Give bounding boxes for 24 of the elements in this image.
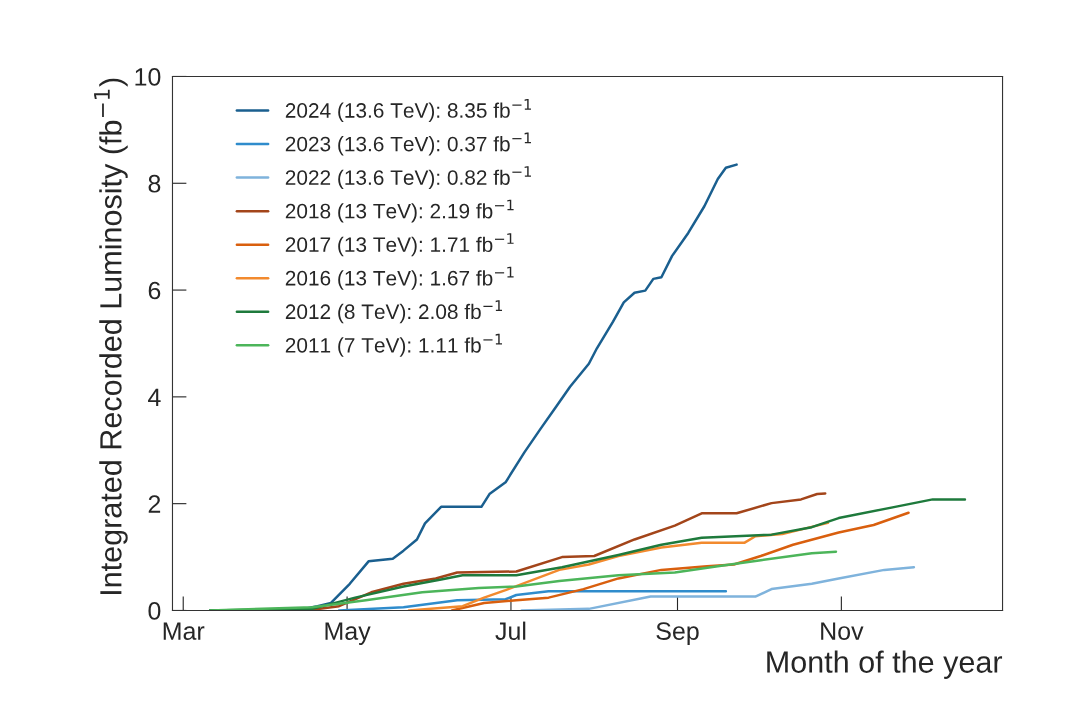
legend-label: 2018 (13 TeV): 2.19 fb$^{−1}$: [285, 199, 514, 223]
y-tick-label: 10: [135, 68, 161, 86]
legend-label: 2016 (13 TeV): 1.67 fb$^{−1}$: [285, 266, 514, 290]
y-tick-label: 4: [148, 388, 161, 406]
legend-label: 2024 (13.6 TeV): 8.35 fb$^{−1}$: [285, 99, 531, 122]
legend-label: 2023 (13.6 TeV): 0.37 fb$^{−1}$: [285, 132, 531, 156]
line-series: [208, 550, 838, 611]
y-tick-label: 8: [148, 174, 161, 193]
y-axis-title: Integrated Recorded Luminosity (fb$^{−1}$): [94, 78, 128, 595]
x-tick-label: Sep: [656, 622, 699, 645]
line-series: [520, 565, 916, 611]
x-tick-label: Mar: [163, 622, 205, 640]
y-tick-label: 6: [148, 281, 161, 300]
x-axis-title: Month of the year: [767, 650, 1003, 679]
x-tick-label: Jul: [495, 621, 526, 640]
x-tick-label: May: [325, 622, 371, 645]
legend-label: 2022 (13.6 TeV): 0.82 fb$^{−1}$: [285, 166, 531, 190]
legend-label: 2012 (8 TeV): 2.08 fb$^{−1}$: [285, 300, 503, 324]
y-tick-label: 2: [148, 495, 161, 513]
y-tick-label: 0: [148, 602, 161, 620]
legend-label: 2017 (13 TeV): 1.71 fb$^{−1}$: [285, 233, 514, 257]
x-tick-label: Nov: [821, 622, 864, 640]
line-series: [337, 589, 728, 611]
legend-label: 2011 (7 TeV): 1.11 fb$^{−1}$: [285, 333, 503, 357]
